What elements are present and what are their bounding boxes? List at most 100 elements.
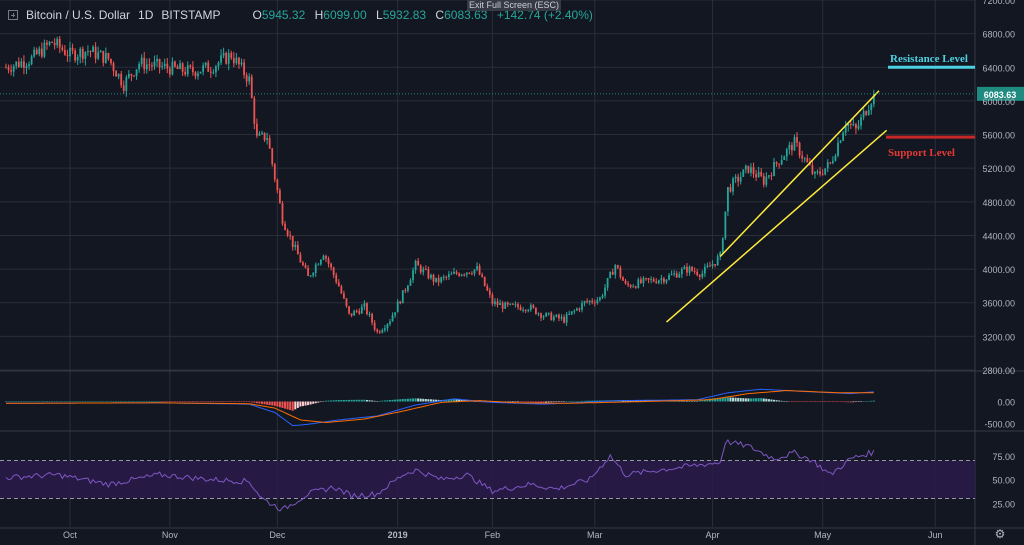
macd-histogram-bar bbox=[97, 401, 100, 402]
candle-body bbox=[732, 178, 734, 192]
high-value: 6099.00 bbox=[323, 8, 367, 22]
macd-histogram-bar bbox=[460, 399, 463, 402]
macd-histogram-bar bbox=[806, 401, 809, 402]
macd-histogram-bar bbox=[15, 401, 18, 402]
candle-body bbox=[721, 238, 724, 253]
macd-histogram-bar bbox=[197, 401, 199, 402]
macd-histogram-bar bbox=[230, 401, 233, 402]
macd-histogram-bar bbox=[69, 401, 71, 402]
candle-body bbox=[453, 271, 455, 274]
exit-fullscreen-button[interactable]: Exit Full Screen (ESC) bbox=[467, 0, 561, 11]
macd-histogram-bar bbox=[253, 401, 256, 403]
macd-histogram-bar bbox=[171, 401, 174, 402]
macd-histogram-bar bbox=[138, 401, 141, 402]
candle-body bbox=[107, 53, 110, 59]
candle-body bbox=[61, 47, 64, 50]
price-tick-label: 4800.00 bbox=[982, 198, 1015, 208]
candle-body bbox=[23, 61, 25, 68]
candle-body bbox=[99, 50, 102, 53]
candle-body bbox=[30, 56, 33, 65]
macd-histogram-bar bbox=[550, 401, 553, 403]
macd-histogram-bar bbox=[760, 398, 763, 402]
candle-body bbox=[614, 265, 617, 275]
candle-body bbox=[473, 269, 476, 274]
candle-body bbox=[240, 62, 243, 65]
macd-histogram-bar bbox=[417, 398, 420, 402]
candle-body bbox=[540, 313, 542, 318]
macd-histogram-bar bbox=[28, 401, 31, 402]
candle-body bbox=[814, 171, 816, 174]
macd-histogram-bar bbox=[373, 400, 376, 402]
candle-body bbox=[714, 264, 717, 266]
candle-body bbox=[360, 306, 363, 314]
macd-histogram-bar bbox=[350, 399, 353, 402]
candle-body bbox=[140, 57, 143, 64]
expand-icon[interactable] bbox=[8, 10, 18, 20]
candle-body bbox=[504, 302, 507, 309]
candle-body bbox=[422, 268, 425, 273]
macd-histogram-bar bbox=[478, 401, 481, 403]
macd-histogram-bar bbox=[294, 401, 297, 410]
macd-histogram-bar bbox=[12, 401, 15, 402]
candle-body bbox=[248, 76, 251, 82]
macd-histogram-bar bbox=[540, 401, 543, 403]
symbol-name[interactable]: Bitcoin / U.S. Dollar bbox=[26, 8, 131, 22]
close-label: C bbox=[435, 8, 445, 22]
candle-body bbox=[138, 63, 141, 70]
candle-body bbox=[81, 48, 84, 59]
macd-histogram-bar bbox=[816, 401, 819, 402]
macd-histogram-bar bbox=[345, 399, 348, 402]
macd-histogram-bar bbox=[33, 401, 36, 402]
candle-body bbox=[28, 64, 30, 67]
candle-body bbox=[460, 274, 463, 276]
candle-body bbox=[670, 274, 673, 276]
macd-histogram-bar bbox=[312, 401, 315, 404]
candle-body bbox=[465, 272, 468, 275]
interval-label[interactable]: 1D bbox=[138, 8, 154, 22]
candle-body bbox=[279, 190, 281, 204]
candle-body bbox=[217, 62, 220, 67]
candle-body bbox=[371, 313, 373, 323]
macd-histogram-bar bbox=[854, 401, 857, 402]
macd-histogram-bar bbox=[250, 401, 253, 403]
candle-body bbox=[250, 76, 253, 99]
rsi-tick-label: 25.00 bbox=[992, 499, 1015, 509]
macd-histogram-bar bbox=[555, 401, 558, 402]
macd-histogram-bar bbox=[99, 401, 102, 402]
candle-body bbox=[238, 57, 240, 65]
last-price-badge bbox=[977, 86, 1024, 101]
candle-body bbox=[5, 67, 7, 69]
candle-body bbox=[839, 140, 842, 143]
candle-body bbox=[56, 38, 59, 46]
macd-histogram-bar bbox=[322, 401, 325, 402]
macd-histogram-bar bbox=[811, 401, 814, 402]
macd-histogram-bar bbox=[691, 401, 694, 402]
open-value: 5945.32 bbox=[261, 8, 306, 22]
macd-histogram-bar bbox=[839, 401, 842, 402]
candle-body bbox=[171, 61, 174, 75]
macd-histogram-bar bbox=[757, 398, 760, 402]
macd-histogram-bar bbox=[514, 401, 517, 402]
candle-body bbox=[788, 144, 791, 150]
candle-body bbox=[872, 93, 875, 105]
candle-body bbox=[17, 61, 20, 67]
macd-histogram-bar bbox=[363, 399, 366, 402]
macd-histogram-bar bbox=[519, 401, 522, 403]
candle-body bbox=[225, 52, 228, 64]
candle-body bbox=[657, 280, 660, 284]
macd-histogram-bar bbox=[189, 401, 192, 402]
candle-body bbox=[353, 310, 356, 316]
macd-histogram-bar bbox=[427, 399, 430, 402]
candle-body bbox=[675, 273, 678, 278]
candle-body bbox=[63, 49, 66, 55]
candle-body bbox=[79, 48, 82, 58]
macd-histogram-bar bbox=[734, 397, 737, 402]
candle-body bbox=[53, 42, 56, 46]
gear-icon[interactable]: ⚙ bbox=[995, 527, 1006, 541]
candle-body bbox=[837, 142, 839, 156]
macd-histogram-bar bbox=[437, 399, 440, 402]
macd-histogram-bar bbox=[749, 398, 752, 402]
macd-histogram-bar bbox=[578, 400, 581, 402]
